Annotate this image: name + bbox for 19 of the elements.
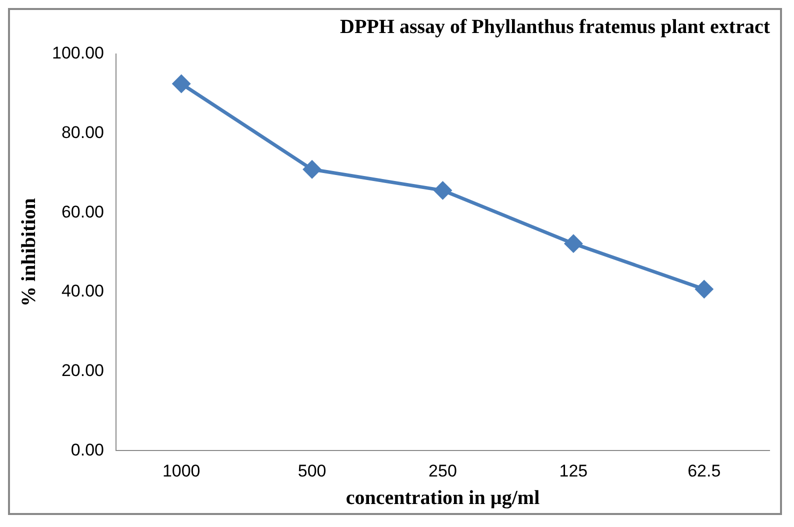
- y-tick-label: 80.00: [61, 123, 104, 142]
- x-tick-label: 62.5: [688, 461, 721, 480]
- point: [564, 234, 582, 252]
- x-tick-label: 1000: [162, 461, 200, 480]
- y-tick-label: 40.00: [61, 282, 104, 301]
- x-axis-title: concentration in µg/ml: [346, 487, 540, 510]
- chart-title: DPPH assay of Phyllanthus fratemus plant extract: [340, 16, 770, 38]
- point: [172, 74, 190, 92]
- point: [303, 160, 321, 178]
- point: [434, 182, 452, 200]
- x-tick-label: 250: [428, 461, 457, 480]
- y-tick-label: 0.00: [70, 440, 104, 460]
- y-axis-title: % inhibition: [18, 198, 40, 306]
- y-tick-label: 20.00: [61, 360, 104, 380]
- y-tick-label: 60.00: [61, 202, 104, 222]
- y-tick-label: 100.00: [52, 44, 104, 63]
- x-tick-label: 500: [298, 461, 326, 480]
- point: [695, 280, 713, 298]
- x-tick-label: 125: [559, 461, 588, 480]
